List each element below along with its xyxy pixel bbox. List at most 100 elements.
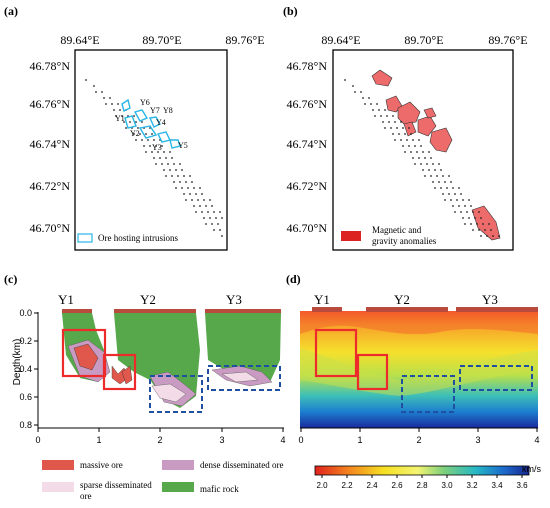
segment-label: Y1 (314, 292, 330, 307)
station-dot (390, 127, 392, 129)
station-dot (398, 133, 400, 135)
station-dot (129, 121, 131, 123)
panel-a-frame (74, 49, 228, 251)
station-dot (159, 157, 161, 159)
station-dot (482, 223, 484, 225)
colorbar-tick-label: 3.4 (491, 481, 503, 490)
station-dot (438, 181, 440, 183)
intrusion-label: Y1 (115, 114, 125, 123)
station-dot (424, 175, 426, 177)
velocity-colorbar: km/s 2.0 2.2 2.4 2.6 2.8 3.0 3.2 3.4 3.6 (314, 464, 541, 490)
station-dot (93, 85, 95, 87)
station-dot (203, 199, 205, 201)
station-dot (430, 157, 432, 159)
station-dot (199, 205, 201, 207)
station-dot (486, 235, 488, 237)
station-dot (139, 133, 141, 135)
blue-dashed-box (207, 365, 281, 391)
station-dot (141, 139, 143, 141)
station-dot (187, 187, 189, 189)
station-dot (163, 169, 165, 171)
station-dot (450, 199, 452, 201)
station-dot (151, 133, 153, 135)
station-dot (195, 211, 197, 213)
station-dot (181, 169, 183, 171)
station-dot (221, 217, 223, 219)
station-dot (442, 175, 444, 177)
panel-a-lat-tick: 46.78°N (30, 59, 71, 73)
station-dot (368, 97, 370, 99)
station-dot (147, 139, 149, 141)
station-dot (163, 151, 165, 153)
profile-bar (366, 307, 448, 312)
intrusion-label: Y2 (130, 129, 140, 138)
x-tick-label: 0 (298, 435, 303, 445)
station-dot (444, 199, 446, 201)
panel-a-stations (85, 79, 223, 237)
station-dot (412, 157, 414, 159)
blue-dashed-box (459, 365, 533, 391)
station-dot (464, 223, 466, 225)
station-dot (410, 151, 412, 153)
station-dot (394, 121, 396, 123)
panel-a: (a) 89.64°E 89.70°E 89.76°E 46.78°N 46.7… (4, 4, 265, 251)
station-dot (456, 199, 458, 201)
station-dot (436, 175, 438, 177)
profile-bar (456, 307, 538, 312)
station-dot (205, 223, 207, 225)
intrusion-label: Y7 (150, 106, 160, 115)
anomaly-polygon (397, 101, 421, 125)
station-dot (472, 211, 474, 213)
station-dot (201, 211, 203, 213)
red-highlight-box (102, 353, 137, 391)
station-dot (428, 169, 430, 171)
station-dot (460, 211, 462, 213)
station-dot (179, 163, 181, 165)
station-dot (438, 163, 440, 165)
panel-a-label: (a) (4, 4, 18, 18)
intrusion-label: Y4 (156, 118, 166, 127)
station-dot (149, 145, 151, 147)
legend-sparse-text: sparse disseminated (80, 480, 152, 490)
station-dot (213, 229, 215, 231)
station-dot (402, 127, 404, 129)
station-dot (175, 169, 177, 171)
panel-b-label: (b) (283, 4, 298, 18)
y-tick-label: 0.8 (19, 420, 32, 430)
colorbar-tick-label: 2.0 (316, 481, 328, 490)
panel-b-stations (344, 79, 500, 237)
station-dot (125, 127, 127, 129)
station-dot (219, 211, 221, 213)
station-dot (135, 139, 137, 141)
station-dot (199, 187, 201, 189)
x-axis-ticks (37, 428, 284, 432)
station-dot (189, 175, 191, 177)
station-dot (141, 121, 143, 123)
station-dot (480, 217, 482, 219)
station-dot (440, 169, 442, 171)
x-tick-label: 1 (96, 435, 101, 445)
station-dot (384, 127, 386, 129)
station-dot (183, 175, 185, 177)
station-dot (185, 181, 187, 183)
station-dot (143, 145, 145, 147)
segment-label: Y2 (140, 292, 156, 307)
station-dot (434, 187, 436, 189)
colorbar-gradient (314, 465, 530, 476)
legend-massive-text: massive ore (80, 460, 123, 470)
station-dot (169, 169, 171, 171)
station-dot (498, 235, 500, 237)
legend-dense-swatch (162, 460, 194, 470)
legend-massive-swatch (42, 460, 74, 470)
station-dot (211, 223, 213, 225)
station-dot (420, 145, 422, 147)
colorbar-tick-label: 3.6 (516, 481, 528, 490)
station-dot (175, 187, 177, 189)
station-dot (205, 205, 207, 207)
station-dot (450, 181, 452, 183)
station-dot (380, 115, 382, 117)
red-highlight-box (314, 328, 358, 378)
panel-b-lat-tick: 46.78°N (287, 59, 328, 73)
station-dot (426, 163, 428, 165)
